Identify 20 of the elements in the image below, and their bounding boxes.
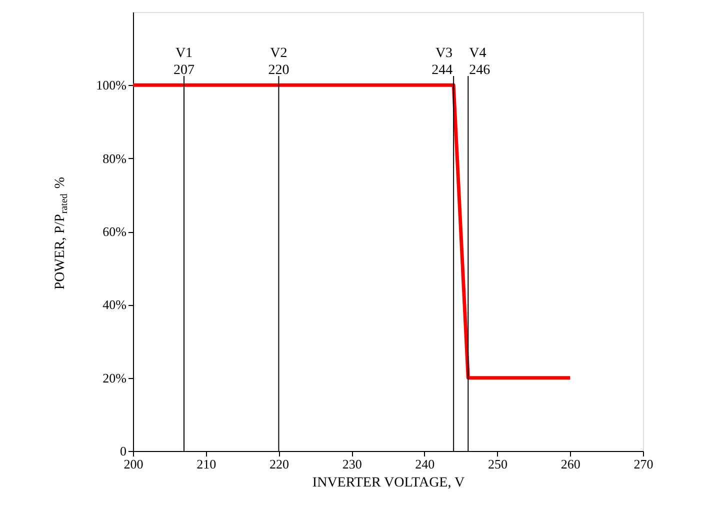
y-tick-label: 20% — [102, 370, 127, 386]
y-tick-label: 40% — [102, 297, 127, 312]
x-tick-label: 250 — [488, 456, 508, 472]
x-tick-label: 240 — [415, 456, 435, 472]
y-axis-title: POWER, P/Prated % — [53, 176, 70, 290]
y-tick-label: 60% — [102, 224, 127, 239]
x-tick-label: 200 — [124, 456, 144, 472]
x-tick-label: 230 — [342, 456, 362, 472]
ref-line-label: V2 220 — [268, 46, 290, 78]
y-tick-label: 100% — [96, 78, 127, 93]
x-tick-label: 220 — [269, 456, 289, 472]
x-axis-title: INVERTER VOLTAGE, V — [312, 476, 465, 490]
x-tick-label: 270 — [634, 456, 654, 472]
ref-line-label: V3 244 — [432, 46, 453, 78]
x-tick-label: 210 — [196, 456, 216, 472]
ref-line-label: V4 246 — [469, 46, 490, 78]
y-tick-label: 0 — [120, 444, 126, 458]
x-tick-label: 260 — [560, 456, 580, 472]
y-tick-label: 80% — [102, 150, 127, 166]
ref-line-label: V1 207 — [174, 46, 194, 78]
